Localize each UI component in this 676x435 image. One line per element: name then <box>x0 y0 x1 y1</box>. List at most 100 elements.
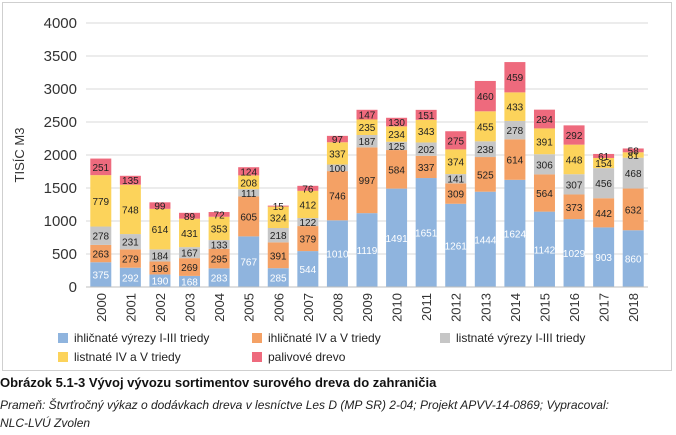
data-label: 391 <box>270 251 287 262</box>
x-tick-label: 2002 <box>153 293 168 322</box>
data-label: 133 <box>211 240 228 251</box>
bar-segment <box>593 157 615 169</box>
x-tick-label: 2018 <box>626 293 641 322</box>
data-label: 584 <box>388 165 405 176</box>
bar-segment <box>356 213 378 287</box>
y-tick-label: 4000 <box>44 15 77 32</box>
data-label: 374 <box>447 158 464 169</box>
data-label: 235 <box>359 123 376 134</box>
bar-segment <box>297 218 319 227</box>
data-label: 167 <box>181 249 198 260</box>
data-label: 196 <box>152 264 169 275</box>
x-tick-label: 2000 <box>94 293 109 322</box>
data-label: 860 <box>625 255 642 266</box>
bar-segment <box>356 109 378 120</box>
data-label: 373 <box>566 203 583 214</box>
legend-item-ihlicnate-iv-v: ihličnaté IV a V triedy <box>252 331 381 345</box>
data-label: 151 <box>418 111 435 122</box>
data-label: 97 <box>332 135 344 146</box>
data-label: 748 <box>122 205 139 216</box>
bar-segment <box>533 211 555 287</box>
bar-segment <box>326 164 348 172</box>
bar-segment <box>504 92 526 121</box>
figure-caption-source: Prameň: Štvrťročný výkaz o dodávkach dre… <box>0 396 676 432</box>
bar-segment <box>533 109 555 129</box>
bar-segment <box>267 268 289 287</box>
x-tick-label: 2012 <box>449 293 464 322</box>
bar-segment <box>208 212 230 217</box>
bar-segment <box>445 203 467 287</box>
bar-segment <box>533 174 555 212</box>
bar-segment <box>563 194 585 220</box>
x-tick-label: 2006 <box>271 293 286 322</box>
data-label: 124 <box>240 167 257 178</box>
bar-segment <box>415 155 437 179</box>
bar-segment <box>267 205 289 207</box>
bar-segment <box>119 249 141 268</box>
data-label: 100 <box>329 164 346 175</box>
data-label: 1010 <box>326 250 349 261</box>
bar-segment <box>297 251 319 287</box>
bar-segment <box>445 149 467 175</box>
bar-segment <box>415 109 437 120</box>
data-label: 278 <box>507 126 524 137</box>
x-tick-label: 2016 <box>567 293 582 322</box>
bar-segment <box>119 175 141 185</box>
data-label: 343 <box>418 127 435 138</box>
bar-segment <box>179 247 201 259</box>
bar-segment <box>386 188 408 287</box>
x-tick-label: 2004 <box>212 293 227 322</box>
bar-segment <box>297 185 319 191</box>
bar-segment <box>356 119 378 136</box>
legend-item-palivove-drevo: palivové drevo <box>252 350 345 364</box>
bar-segment <box>90 158 112 176</box>
data-label: 448 <box>566 155 583 166</box>
data-label: 412 <box>299 200 316 211</box>
bar-segment <box>179 275 201 287</box>
legend-item-listnate-vyrezy: listnaté výrezy I-III triedy <box>440 331 585 345</box>
data-label: 147 <box>359 111 376 122</box>
bar-segment <box>238 175 260 190</box>
y-tick-label: 1000 <box>44 213 77 230</box>
x-tick-label: 2017 <box>597 293 612 322</box>
bar-segment <box>445 183 467 204</box>
data-label: 564 <box>536 189 553 200</box>
bar-segment <box>563 174 585 195</box>
data-label: 58 <box>628 146 640 157</box>
x-tick-label: 2015 <box>537 293 552 322</box>
bar-segment <box>593 168 615 199</box>
bar-segment <box>533 128 555 155</box>
data-label: 1624 <box>504 229 527 240</box>
data-label: 285 <box>270 274 287 285</box>
data-label: 208 <box>240 178 257 189</box>
bar-segment <box>474 157 496 192</box>
data-label: 251 <box>92 163 109 174</box>
bar-segment <box>504 139 526 180</box>
data-label: 614 <box>152 225 169 236</box>
data-label: 292 <box>122 273 139 284</box>
x-tick-label: 2003 <box>183 293 198 322</box>
legend-item-listnate-iv-v: listnaté IV a V triedy <box>58 350 181 364</box>
legend-label: ihličnaté výrezy I-III triedy <box>74 331 210 345</box>
bar-segment <box>267 206 289 228</box>
data-label: 1119 <box>357 246 378 257</box>
bar-segment <box>445 131 467 150</box>
bar-segment <box>533 154 555 175</box>
y-tick-label: 2500 <box>44 114 77 131</box>
bar-segment <box>267 242 289 269</box>
data-label: 324 <box>270 213 287 224</box>
bar-segment <box>119 234 141 250</box>
bar-segment <box>149 261 171 275</box>
data-label: 391 <box>536 137 553 148</box>
bar-segment <box>563 219 585 287</box>
bar-segment <box>474 80 496 112</box>
y-tick-label: 500 <box>52 246 77 263</box>
caption-source-line: Prameň: Štvrťročný výkaz o dodávkach dre… <box>0 398 609 412</box>
bar-segment <box>326 135 348 143</box>
data-label: 307 <box>566 180 583 191</box>
bar-segment <box>563 125 585 145</box>
bar-segment <box>208 248 230 269</box>
bar-segment <box>208 240 230 249</box>
data-label: 632 <box>625 205 642 216</box>
data-label: 375 <box>92 271 109 282</box>
